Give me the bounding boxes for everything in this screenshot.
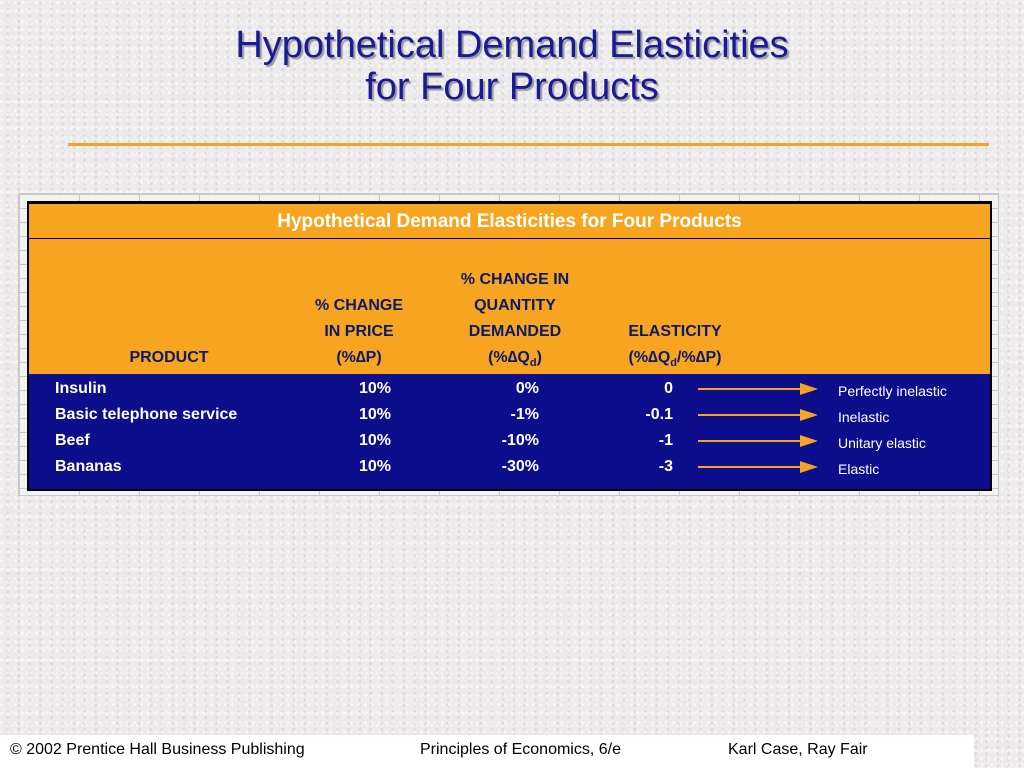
table-row: Beef 10% -10% -1 Unitary elastic: [29, 428, 990, 454]
footer-copyright: © 2002 Prentice Hall Business Publishing: [10, 741, 305, 758]
title-divider: [68, 143, 989, 146]
product-cell: Basic telephone service: [55, 406, 238, 423]
header-quantity-change: % CHANGE IN QUANTITY DEMANDED (%∆Qd): [435, 267, 595, 376]
header-price-line: IN PRICE: [324, 323, 394, 340]
right-arrow-icon: [698, 435, 818, 447]
slide-title-line-2: for Four Products: [365, 66, 659, 108]
price-change-cell: 10%: [358, 458, 391, 475]
symbol-part: /%∆P): [677, 349, 722, 366]
symbol-part: (%∆Q: [488, 349, 530, 366]
elasticity-cell: -0.1: [645, 406, 673, 423]
product-cell: Bananas: [55, 458, 122, 475]
header-product-label: PRODUCT: [129, 349, 209, 366]
symbol-subscript: d: [529, 357, 537, 370]
elasticity-description: Elastic: [838, 461, 880, 477]
table-row: Insulin 10% 0% 0 Perfectly inelastic: [29, 376, 990, 402]
right-arrow-icon: [698, 461, 818, 473]
elasticity-table: Hypothetical Demand Elasticities for Fou…: [27, 201, 992, 491]
right-arrow-icon: [698, 409, 818, 421]
table-row: Basic telephone service 10% -1% -0.1 Ine…: [29, 402, 990, 428]
quantity-change-cell: -30%: [501, 458, 539, 475]
price-change-cell: 10%: [358, 380, 391, 397]
quantity-change-cell: -10%: [501, 432, 539, 449]
slide-title: Hypothetical Demand Elasticities for Fou…: [0, 24, 1024, 108]
symbol-part: (%∆Q: [628, 349, 671, 366]
price-change-cell: 10%: [358, 406, 391, 423]
elasticity-description: Inelastic: [838, 409, 890, 425]
footer-book: Principles of Economics, 6/e: [420, 741, 621, 758]
symbol-subscript: d: [670, 357, 678, 370]
table-body: Insulin 10% 0% 0 Perfectly inelastic Bas…: [29, 374, 990, 489]
header-elasticity: ELASTICITY (%∆Qd/%∆P): [595, 319, 755, 376]
header-elasticity-symbol: (%∆Qd/%∆P): [595, 345, 755, 376]
slide-title-line-1: Hypothetical Demand Elasticities: [235, 24, 789, 66]
product-cell: Insulin: [55, 380, 107, 397]
elasticity-description: Perfectly inelastic: [838, 383, 947, 399]
header-quantity-symbol: (%∆Qd): [435, 345, 595, 376]
header-quantity-line: DEMANDED: [468, 323, 562, 340]
slide-footer: © 2002 Prentice Hall Business Publishing…: [0, 735, 974, 768]
symbol-part: ): [536, 349, 542, 366]
header-product: PRODUCT: [89, 345, 249, 371]
quantity-change-cell: 0%: [515, 380, 539, 397]
product-cell: Beef: [55, 432, 90, 449]
right-arrow-icon: [698, 383, 818, 395]
elasticity-description: Unitary elastic: [838, 435, 926, 451]
elasticity-cell: -1: [658, 432, 673, 449]
header-price-change: % CHANGE IN PRICE (%∆P): [279, 293, 439, 371]
table-title: Hypothetical Demand Elasticities for Fou…: [29, 203, 990, 239]
elasticity-cell: 0: [664, 380, 673, 397]
quantity-change-cell: -1%: [510, 406, 539, 423]
price-change-cell: 10%: [358, 432, 391, 449]
header-elasticity-line: ELASTICITY: [628, 323, 722, 340]
header-quantity-line: QUANTITY: [474, 297, 556, 314]
elasticity-cell: -3: [658, 458, 673, 475]
header-price-line: (%∆P): [336, 349, 382, 366]
table-row: Bananas 10% -30% -3 Elastic: [29, 454, 990, 480]
footer-authors: Karl Case, Ray Fair: [728, 741, 868, 758]
header-quantity-line: % CHANGE IN: [460, 271, 570, 288]
header-price-line: % CHANGE: [314, 297, 403, 314]
